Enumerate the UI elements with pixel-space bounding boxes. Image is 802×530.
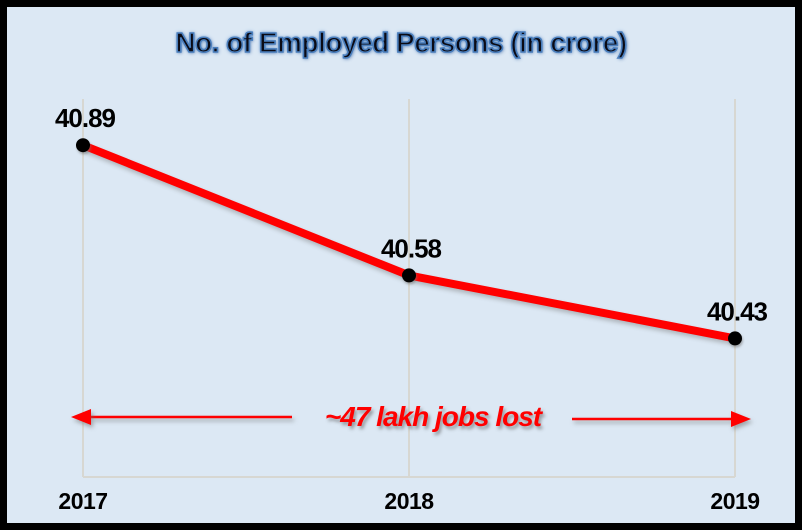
data-point-label: 40.58	[381, 233, 442, 263]
chart-title: No. of Employed Persons (in crore)	[175, 26, 628, 59]
data-point-marker	[402, 268, 416, 283]
line-chart-canvas: 40.89 40.58 40.43 2017 2018 2019	[55, 99, 769, 514]
left-arrow-head	[71, 409, 91, 425]
annotation-text: ~47 lakh jobs lost	[324, 401, 542, 432]
data-point-marker	[728, 331, 742, 346]
x-axis-label: 2017	[58, 488, 107, 514]
data-point-marker	[76, 138, 90, 153]
right-arrow-head	[731, 411, 751, 427]
x-axis-label: 2018	[384, 488, 434, 514]
data-point-label: 40.43	[707, 296, 768, 326]
x-axis-label: 2019	[710, 488, 759, 514]
data-point-label: 40.89	[55, 103, 116, 133]
